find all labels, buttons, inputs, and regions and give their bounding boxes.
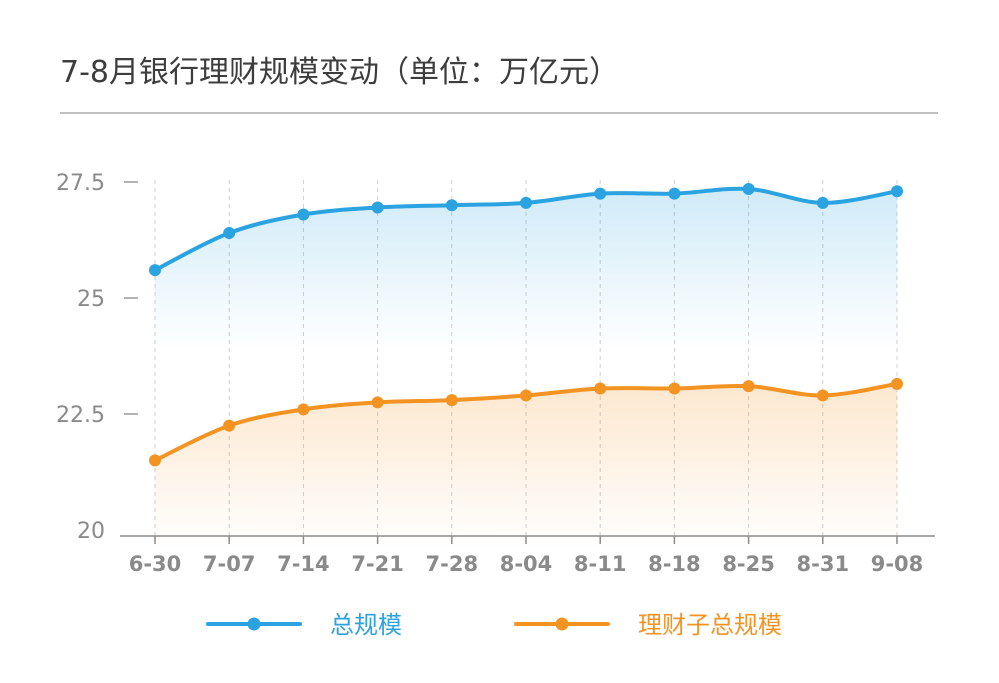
legend-label: 理财子总规模 [638,611,782,639]
y-tick-label: 22.5 [56,403,105,428]
data-point [816,196,829,209]
data-point [371,201,384,214]
data-point [297,403,310,416]
data-point [668,382,681,395]
data-point [891,185,903,198]
x-tick-label: 8-11 [574,552,627,576]
chart-title: 7-8月银行理财规模变动（单位：万亿元） [60,55,619,90]
y-tick-label: 27.5 [56,171,105,196]
x-tick-label: 8-18 [648,552,701,576]
x-tick-label: 7-14 [277,552,330,576]
x-tick-label: 9-08 [871,552,924,576]
data-point [297,208,310,221]
series-area-2 [155,383,897,551]
x-tick-label: 8-04 [500,552,553,576]
data-point [149,454,161,467]
data-point [149,264,161,277]
data-point [668,187,681,200]
legend-label: 总规模 [330,611,402,639]
data-point [594,187,607,200]
series-points [149,182,903,467]
y-tick-label: 25 [77,287,105,312]
legend: 总规模 理财子总规模 [206,611,782,639]
x-tick-label: 8-25 [722,552,775,576]
data-point [445,394,458,407]
x-tick-label: 7-21 [351,552,404,576]
x-tick-label: 8-31 [797,552,850,576]
data-point [891,377,903,390]
y-tick-label: 20 [77,519,105,544]
data-point [594,382,607,395]
data-point [445,199,458,212]
x-axis: 6-30 7-07 7-14 7-21 7-28 8-04 8-11 8-18 8-25 8-31… [129,536,924,576]
data-point [371,396,384,409]
series-area-1 [155,188,897,351]
data-point [742,182,755,195]
data-point [223,419,236,432]
data-point [816,389,829,402]
y-axis: 27.5 25 22.5 20 [56,171,138,544]
legend-marker [247,617,261,631]
data-point [520,196,532,209]
x-tick-label: 7-28 [426,552,479,576]
series-areas [155,188,897,551]
x-tick-label: 7-07 [203,552,256,576]
legend-marker [555,617,569,631]
data-point [223,227,236,240]
data-point [742,380,755,393]
x-tick-label: 6-30 [129,552,182,576]
data-point [520,389,532,402]
